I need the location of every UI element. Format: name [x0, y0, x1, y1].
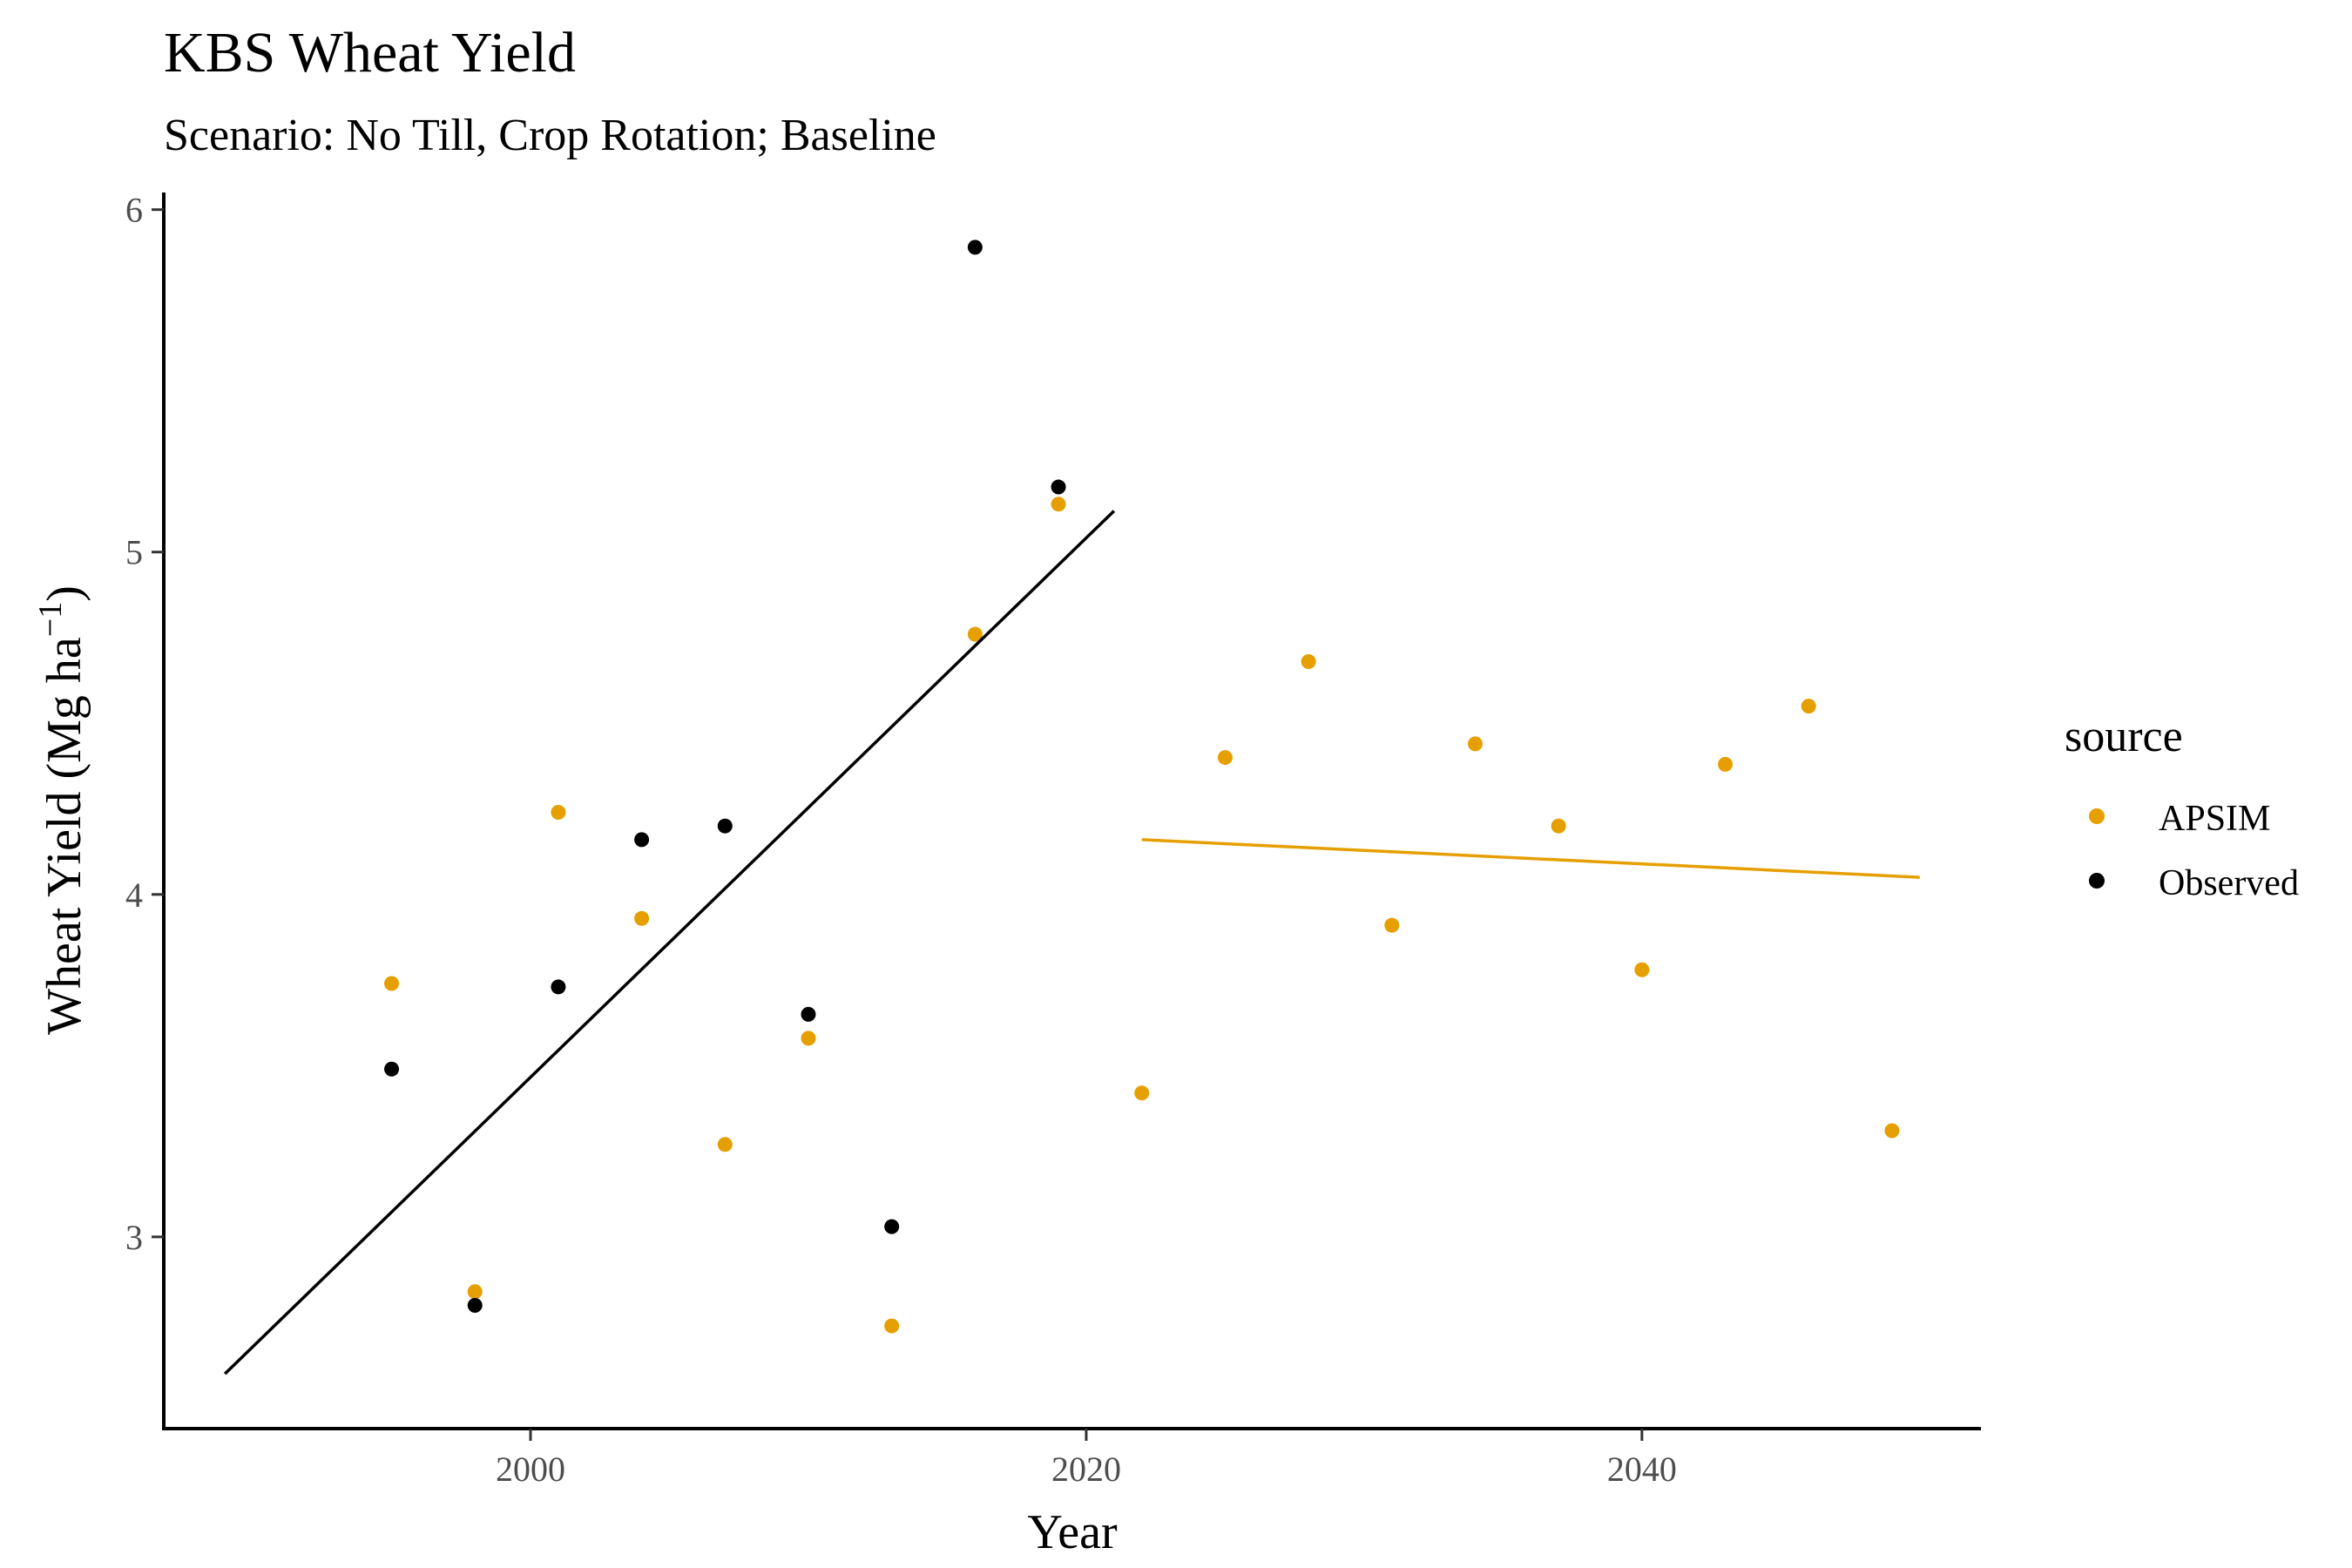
point-apsim-0 [384, 976, 400, 991]
point-apsim-14 [1551, 818, 1566, 834]
point-apsim-13 [1467, 736, 1483, 752]
point-apsim-18 [1884, 1123, 1900, 1139]
legend-label-apsim: APSIM [2159, 799, 2270, 839]
point-apsim-10 [1217, 750, 1233, 766]
y-axis-title: Wheat Yield (Mg ha−1) [32, 585, 91, 1035]
point-apsim-12 [1384, 917, 1400, 933]
y-axis-title-main: Wheat Yield (Mg ha [37, 637, 91, 1035]
point-apsim-7 [967, 626, 983, 642]
legend-title: source [2065, 712, 2183, 761]
axis-ticks: 2000 2020 2040 3 4 5 6 [125, 191, 1677, 1489]
legend: source APSIM Observed [2065, 712, 2299, 903]
point-apsim-8 [1051, 497, 1066, 512]
point-observed-4 [717, 818, 733, 834]
point-apsim-6 [884, 1318, 900, 1334]
y-tick-label-2: 5 [125, 533, 143, 572]
legend-key-observed [2089, 873, 2105, 889]
chart-subtitle: Scenario: No Till, Crop Rotation; Baseli… [164, 111, 936, 160]
y-axis-title-superscript: −1 [32, 602, 69, 637]
point-apsim-11 [1301, 654, 1316, 670]
point-apsim-17 [1801, 699, 1816, 714]
trend-line-observed [223, 510, 1116, 1375]
plot-area [223, 240, 1920, 1375]
x-tick-label-1: 2020 [1051, 1450, 1121, 1489]
trend-line-apsim [1141, 838, 1920, 879]
point-apsim-1 [467, 1284, 483, 1300]
point-observed-8 [1051, 479, 1066, 495]
y-tick-label-3: 6 [125, 191, 143, 230]
point-observed-6 [884, 1219, 900, 1234]
x-axis-title: Year [1027, 1505, 1118, 1559]
x-tick-label-2: 2040 [1607, 1450, 1677, 1489]
point-apsim-16 [1718, 756, 1734, 772]
x-tick-label-0: 2000 [496, 1450, 565, 1489]
point-observed-0 [384, 1061, 400, 1077]
point-observed-1 [467, 1297, 483, 1313]
chart-title: KBS Wheat Yield [164, 21, 576, 84]
point-apsim-2 [551, 804, 566, 820]
point-apsim-4 [717, 1137, 733, 1152]
point-apsim-9 [1134, 1085, 1150, 1101]
point-observed-7 [967, 240, 983, 255]
y-tick-label-0: 3 [125, 1218, 143, 1257]
point-apsim-15 [1634, 962, 1650, 977]
point-apsim-5 [801, 1031, 816, 1046]
y-tick-label-1: 4 [125, 875, 143, 915]
y-axis-title-close: ) [37, 585, 91, 602]
point-observed-2 [551, 979, 566, 995]
legend-key-apsim [2089, 808, 2105, 824]
legend-label-observed: Observed [2159, 863, 2299, 903]
point-observed-3 [634, 832, 650, 848]
point-apsim-3 [634, 910, 650, 926]
point-observed-5 [801, 1006, 816, 1022]
